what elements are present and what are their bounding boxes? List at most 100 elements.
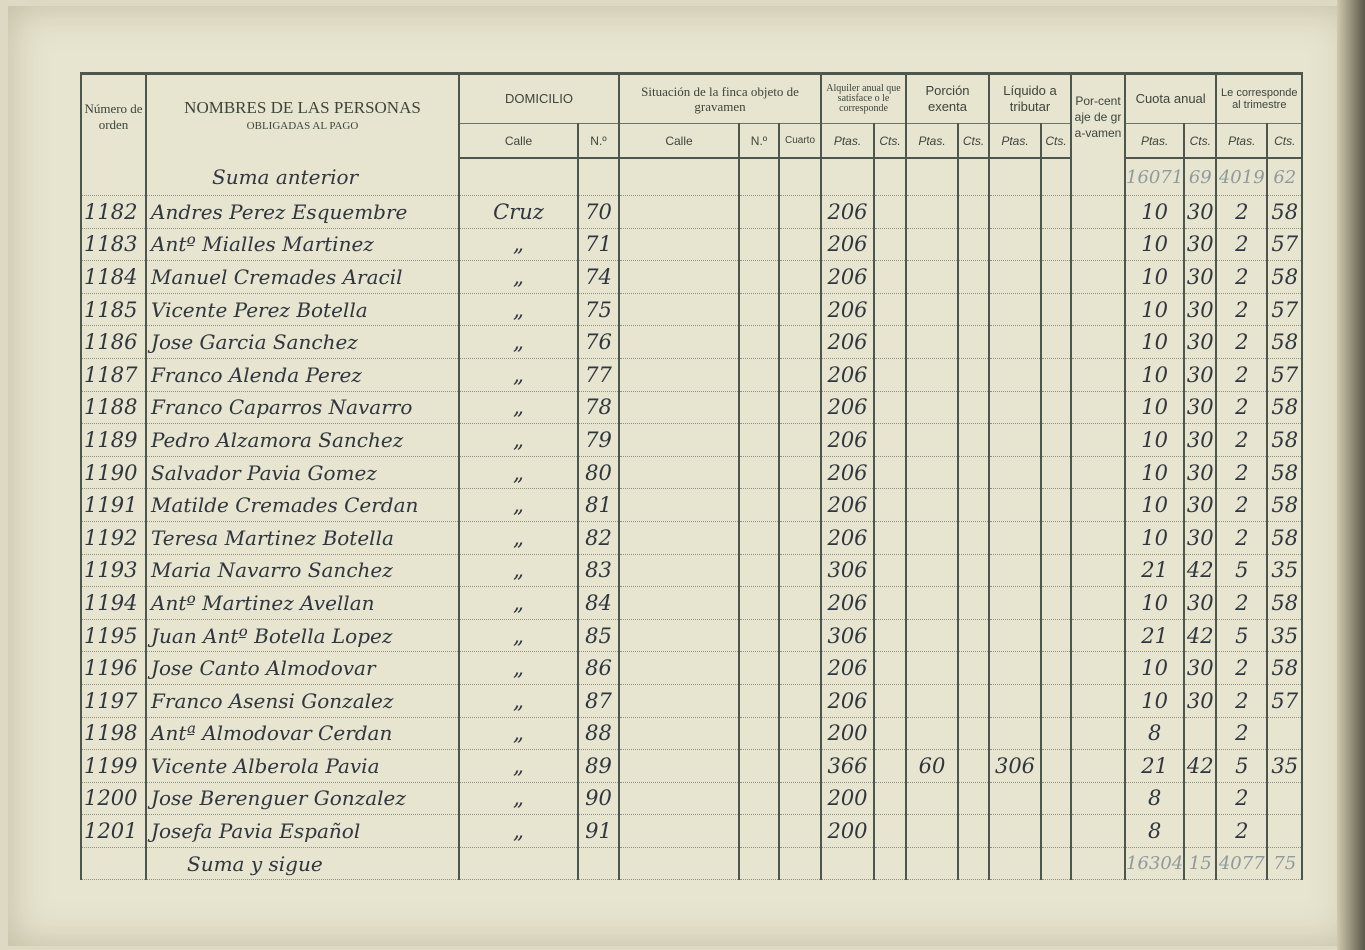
trim-cts-cell: 35 bbox=[1266, 554, 1304, 588]
situacion-calle-cell bbox=[618, 586, 740, 620]
suma-anterior-cuota-ptas: 16071 bbox=[1123, 158, 1186, 196]
trim-ptas-cell: 2 bbox=[1215, 358, 1269, 392]
cuarto-cell bbox=[778, 521, 822, 555]
person-name-cell: Antª Almodovar Cerdan bbox=[145, 717, 460, 751]
situacion-calle-cell bbox=[618, 293, 740, 327]
liquido-ptas-cell bbox=[988, 814, 1042, 848]
situacion-calle-cell bbox=[618, 488, 740, 522]
liquido-ptas-cell bbox=[988, 619, 1042, 653]
domicilio-numero-cell: 90 bbox=[577, 782, 620, 816]
porcentaje-cell bbox=[1070, 358, 1126, 392]
porcion-ptas-cell bbox=[905, 554, 959, 588]
porcentaje-cell bbox=[1070, 684, 1126, 718]
liquido-cts-cell bbox=[1040, 195, 1072, 229]
trim-cts-cell: 58 bbox=[1266, 456, 1304, 490]
trim-cts-cell: 57 bbox=[1266, 684, 1304, 718]
person-name-cell: Jose Garcia Sanchez bbox=[145, 325, 460, 359]
liquido-cts-cell bbox=[1040, 293, 1072, 327]
liquido-ptas-cell bbox=[988, 488, 1042, 522]
alquiler-ptas-cell: 206 bbox=[820, 456, 875, 490]
cuota-ptas-cell: 10 bbox=[1123, 391, 1186, 425]
alquiler-cts-cell bbox=[873, 684, 907, 718]
situacion-numero-cell bbox=[738, 782, 780, 816]
porcion-ptas-cell bbox=[905, 717, 959, 751]
porcion-cts-cell bbox=[957, 619, 990, 653]
domicilio-calle-cell: „ bbox=[458, 391, 579, 425]
liquido-cts-cell bbox=[1040, 260, 1072, 294]
sub-situacion-numero: N.º bbox=[738, 123, 780, 159]
domicilio-numero-cell: 89 bbox=[577, 749, 620, 783]
alquiler-ptas-cell: 206 bbox=[820, 488, 875, 522]
situacion-calle-cell bbox=[618, 423, 740, 457]
situacion-calle-cell bbox=[618, 619, 740, 653]
cuota-cts-cell: 42 bbox=[1183, 749, 1218, 783]
porcentaje-cell bbox=[1070, 293, 1126, 327]
domicilio-numero-cell: 76 bbox=[577, 325, 620, 359]
liquido-ptas-cell bbox=[988, 782, 1042, 816]
situacion-numero-cell bbox=[738, 228, 780, 262]
sub-cuota-ptas: Ptas. bbox=[1123, 123, 1186, 159]
cuarto-cell bbox=[778, 717, 822, 751]
porcentaje-cell bbox=[1070, 554, 1126, 588]
num-orden-cell: 1192 bbox=[80, 521, 147, 555]
trim-ptas-cell: 2 bbox=[1215, 488, 1269, 522]
sub-cuota-cts: Cts. bbox=[1183, 123, 1218, 159]
porcion-cts-cell bbox=[957, 521, 990, 555]
cuota-cts-cell: 42 bbox=[1183, 554, 1218, 588]
porcion-cts-cell bbox=[957, 195, 990, 229]
suma-anterior-cuota-cts: 69 bbox=[1183, 158, 1218, 196]
empty-cell bbox=[738, 847, 780, 881]
domicilio-calle-cell: „ bbox=[458, 521, 579, 555]
domicilio-calle-cell: „ bbox=[458, 782, 579, 816]
trim-ptas-cell: 2 bbox=[1215, 423, 1269, 457]
situacion-numero-cell bbox=[738, 423, 780, 457]
trim-cts-cell: 57 bbox=[1266, 358, 1304, 392]
trim-ptas-cell: 2 bbox=[1215, 814, 1269, 848]
domicilio-calle-cell: „ bbox=[458, 684, 579, 718]
domicilio-calle-cell: „ bbox=[458, 554, 579, 588]
porcion-cts-cell bbox=[957, 717, 990, 751]
domicilio-numero-cell: 79 bbox=[577, 423, 620, 457]
cuarto-cell bbox=[778, 358, 822, 392]
liquido-cts-cell bbox=[1040, 684, 1072, 718]
num-orden-cell: 1201 bbox=[80, 814, 147, 848]
cuota-ptas-cell: 21 bbox=[1123, 619, 1186, 653]
sub-cuarto: Cuarto bbox=[778, 123, 822, 159]
situacion-numero-cell bbox=[738, 488, 780, 522]
trim-cts-cell: 58 bbox=[1266, 488, 1304, 522]
liquido-ptas-cell bbox=[988, 554, 1042, 588]
porcion-ptas-cell bbox=[905, 228, 959, 262]
alquiler-ptas-cell: 206 bbox=[820, 391, 875, 425]
domicilio-calle-cell: „ bbox=[458, 717, 579, 751]
porcion-cts-cell bbox=[957, 260, 990, 294]
porcion-ptas-cell bbox=[905, 423, 959, 457]
col-domicilio: DOMICILIO bbox=[458, 72, 620, 124]
alquiler-ptas-cell: 206 bbox=[820, 228, 875, 262]
situacion-calle-cell bbox=[618, 749, 740, 783]
table-row: 1193 Maria Navarro Sanchez „ 83 306 21 42 5 35 bbox=[80, 554, 1304, 588]
trim-cts-cell: 58 bbox=[1266, 260, 1304, 294]
cuota-cts-cell: 30 bbox=[1183, 325, 1218, 359]
table-row: 1191 Matilde Cremades Cerdan „ 81 206 10 30 2 58 bbox=[80, 488, 1304, 522]
liquido-cts-cell bbox=[1040, 228, 1072, 262]
cuota-ptas-cell: 10 bbox=[1123, 260, 1186, 294]
porcentaje-cell bbox=[1070, 456, 1126, 490]
empty-cell bbox=[957, 847, 990, 881]
liquido-ptas-cell bbox=[988, 293, 1042, 327]
cuota-cts-cell: 30 bbox=[1183, 488, 1218, 522]
domicilio-calle-cell: „ bbox=[458, 651, 579, 685]
situacion-numero-cell bbox=[738, 195, 780, 229]
cuarto-cell bbox=[778, 814, 822, 848]
liquido-cts-cell bbox=[1040, 358, 1072, 392]
domicilio-calle-cell: „ bbox=[458, 228, 579, 262]
alquiler-cts-cell bbox=[873, 391, 907, 425]
cuarto-cell bbox=[778, 782, 822, 816]
situacion-calle-cell bbox=[618, 325, 740, 359]
alquiler-cts-cell bbox=[873, 423, 907, 457]
person-name-cell: Juan Antº Botella Lopez bbox=[145, 619, 460, 653]
domicilio-numero-cell: 88 bbox=[577, 717, 620, 751]
domicilio-numero-cell: 74 bbox=[577, 260, 620, 294]
porcion-ptas-cell bbox=[905, 260, 959, 294]
situacion-calle-cell bbox=[618, 782, 740, 816]
situacion-calle-cell bbox=[618, 195, 740, 229]
